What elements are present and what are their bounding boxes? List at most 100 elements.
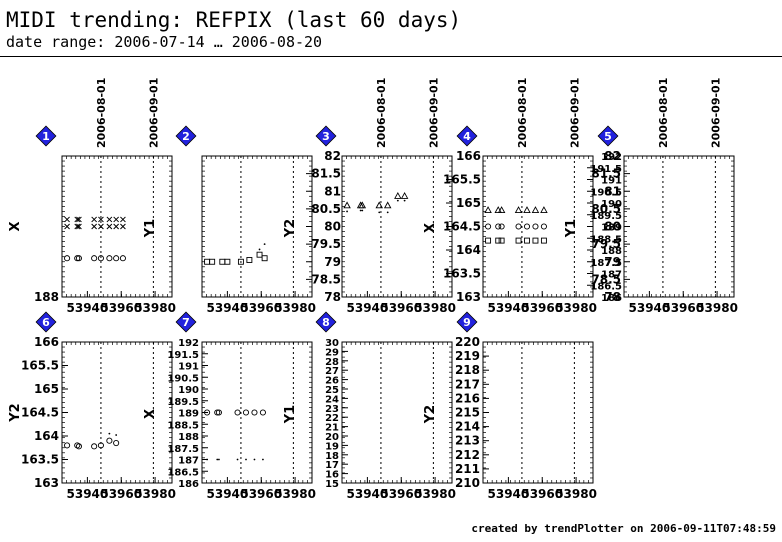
y-tick-label: 165 — [34, 382, 59, 396]
y-tick-label-right: 80 — [324, 220, 341, 234]
y-tick-label-right: 188.5 — [590, 234, 622, 245]
x-tick-label: 53960 — [521, 487, 563, 501]
data-point-circle — [523, 223, 531, 230]
data-point-square — [237, 258, 244, 265]
x-tick-label: 53960 — [100, 301, 142, 315]
x-tick-label: 53980 — [134, 301, 176, 315]
data-point-dot — [206, 458, 208, 461]
y-tick-label-right: 192 — [601, 152, 622, 163]
data-point-dot — [216, 458, 219, 461]
y-tick-label-right: 81.5 — [311, 167, 341, 181]
data-point-square — [495, 237, 502, 244]
x-tick-label: 53940 — [347, 487, 389, 501]
y2-axis-label: X — [143, 409, 158, 419]
data-point-circle — [97, 442, 104, 449]
y-tick-label: 82 — [604, 149, 621, 163]
y-tick-label: 191.5 — [167, 350, 199, 361]
y-tick-label-right: 186.5 — [590, 281, 622, 292]
panel-index-label: 7 — [182, 316, 190, 329]
data-point-square — [498, 237, 505, 244]
data-point-cross — [120, 223, 126, 230]
panel-index-label: 9 — [463, 316, 471, 329]
x-tick-label: 53980 — [414, 301, 456, 315]
data-point-cross — [106, 223, 113, 230]
panel-index-label: 4 — [463, 130, 471, 143]
y2-axis-label: Y1 — [283, 405, 298, 424]
data-point-square — [224, 258, 231, 265]
y-tick-label-right: 78.5 — [311, 272, 341, 286]
data-point-cross — [120, 216, 126, 223]
y-tick-label: 79 — [604, 255, 621, 269]
data-point-cross — [74, 223, 81, 230]
y-tick-label: 187 — [178, 456, 199, 467]
y-tick-label-right: 187 — [601, 270, 622, 281]
data-point-square — [246, 257, 253, 263]
y-tick-label-right: 164 — [456, 243, 481, 257]
y-tick-label-right: 191 — [601, 176, 622, 187]
panel-index-diamond — [35, 311, 57, 333]
y-tick-label: 219 — [455, 349, 480, 363]
y-tick-label: 26 — [325, 376, 339, 387]
y2-axis-label: X — [423, 223, 438, 233]
data-point-circle — [214, 409, 221, 416]
data-point-square — [540, 237, 547, 244]
data-point-circle — [91, 443, 98, 450]
date-marker-label: 2006-09-01 — [427, 78, 440, 148]
data-point-dot — [346, 210, 348, 213]
y-tick-label: 188 — [34, 290, 59, 304]
y-tick-label-right: 79.5 — [311, 237, 341, 251]
y-tick-label: 79.5 — [591, 237, 621, 251]
date-marker-label: 2006-09-01 — [147, 78, 160, 148]
panel-index-diamond — [456, 125, 478, 147]
plot-panel-7: 539405396053980186186.5187187.5188188.51… — [167, 311, 316, 501]
data-point-triangle — [400, 192, 409, 199]
data-point-cross — [74, 216, 81, 223]
data-point-square — [515, 237, 522, 244]
y-tick-label: 164.5 — [21, 406, 59, 420]
x-tick-label: 53940 — [629, 301, 671, 315]
x-tick-label: 53980 — [274, 487, 316, 501]
data-point-circle — [495, 223, 502, 230]
y-tick-label: 78 — [604, 290, 621, 304]
y-tick-label: 18 — [325, 451, 339, 462]
x-tick-label: 53980 — [696, 301, 738, 315]
data-point-cross — [98, 216, 104, 223]
y-tick-label-right: 165.5 — [443, 173, 481, 187]
panel-index-diamond — [456, 311, 478, 333]
panel-index-label: 1 — [42, 130, 50, 143]
y-tick-label: 186 — [178, 479, 199, 490]
y-tick-label-right: 82 — [324, 149, 341, 163]
date-marker-label: 2006-08-01 — [516, 78, 529, 148]
y2-axis-label: Y2 — [423, 405, 438, 424]
x-tick-label: 53940 — [207, 487, 249, 501]
y-tick-label-right: 189.5 — [590, 211, 622, 222]
data-point-triangle — [531, 206, 540, 213]
data-point-cross — [64, 223, 70, 230]
y2-axis-label: Y2 — [283, 219, 298, 238]
y-tick-label-right: 166 — [456, 149, 481, 163]
data-point-dot — [378, 211, 381, 214]
data-point-square — [204, 258, 211, 265]
x-tick-label: 53980 — [555, 301, 597, 315]
y-tick-label-right: 163.5 — [443, 267, 481, 281]
data-point-cross — [91, 216, 98, 223]
x-tick-label: 53960 — [521, 301, 563, 315]
y-tick-label: 21 — [325, 423, 339, 434]
data-point-cross — [91, 223, 98, 230]
x-tick-label: 53940 — [67, 487, 109, 501]
data-point-dot — [263, 243, 266, 246]
plot-frame — [482, 341, 594, 484]
y-tick-label: 80.5 — [591, 202, 621, 216]
data-point-triangle — [358, 201, 367, 209]
data-point-cross — [64, 216, 70, 223]
data-point-triangle — [375, 201, 383, 209]
y-tick-label: 163.5 — [21, 453, 59, 467]
data-point-cross — [76, 216, 82, 223]
y-tick-label: 217 — [455, 377, 480, 391]
data-point-square — [524, 237, 530, 244]
panel-index-diamond — [175, 311, 197, 333]
data-point-circle — [242, 409, 250, 416]
data-point-circle — [113, 255, 120, 262]
data-point-dot — [245, 458, 247, 461]
